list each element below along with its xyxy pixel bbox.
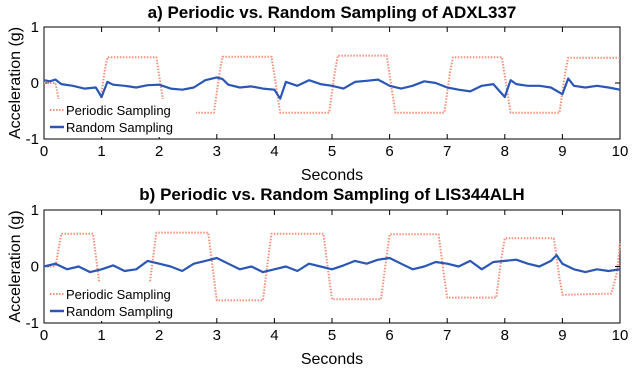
legend-label: Random Sampling bbox=[66, 120, 173, 135]
y-tick-label: 1 bbox=[31, 19, 39, 36]
legend-box bbox=[46, 283, 196, 321]
x-tick-label: 7 bbox=[443, 327, 451, 344]
series-line-random bbox=[43, 254, 621, 274]
legend: Periodic Sampling Random Sampling bbox=[46, 99, 196, 137]
legend-label: Periodic Sampling bbox=[66, 103, 171, 118]
chart-panel-0: a) Periodic vs. Random Sampling of ADXL3… bbox=[7, 3, 628, 184]
legend-label: Periodic Sampling bbox=[66, 287, 171, 302]
x-tick-label: 0 bbox=[40, 327, 48, 344]
x-tick-label: 0 bbox=[40, 143, 48, 160]
x-tick-label: 2 bbox=[155, 327, 163, 344]
legend: Periodic Sampling Random Sampling bbox=[46, 283, 196, 321]
x-tick-label: 4 bbox=[270, 143, 278, 160]
series-line-periodic bbox=[44, 231, 621, 302]
x-tick-label: 6 bbox=[385, 327, 393, 344]
x-tick-label: 2 bbox=[155, 143, 163, 160]
legend-label: Random Sampling bbox=[66, 304, 173, 319]
series-line-random bbox=[43, 76, 621, 100]
y-axis-label: Acceleration (g) bbox=[7, 27, 24, 139]
x-tick-label: 10 bbox=[612, 143, 629, 160]
y-axis-label: Acceleration (g) bbox=[7, 210, 24, 322]
y-tick-label: -1 bbox=[26, 315, 39, 332]
x-tick-label: 6 bbox=[385, 143, 393, 160]
x-tick-label: 1 bbox=[97, 143, 105, 160]
x-tick-label: 3 bbox=[213, 143, 221, 160]
y-tick-label: -1 bbox=[26, 131, 39, 148]
x-tick-label: 5 bbox=[328, 327, 336, 344]
x-tick-label: 4 bbox=[270, 327, 278, 344]
x-tick-label: 3 bbox=[213, 327, 221, 344]
x-tick-label: 5 bbox=[328, 143, 336, 160]
x-tick-label: 8 bbox=[501, 143, 509, 160]
x-tick-label: 10 bbox=[612, 327, 629, 344]
x-tick-label: 9 bbox=[558, 143, 566, 160]
y-tick-label: 0 bbox=[31, 75, 39, 92]
y-tick-label: 1 bbox=[31, 202, 39, 219]
x-tick-label: 1 bbox=[97, 327, 105, 344]
chart-title: a) Periodic vs. Random Sampling of ADXL3… bbox=[148, 3, 517, 22]
x-tick-label: 8 bbox=[501, 327, 509, 344]
x-tick-label: 9 bbox=[558, 327, 566, 344]
x-axis-label: Seconds bbox=[301, 351, 363, 368]
legend-box bbox=[46, 99, 196, 137]
series-line-periodic bbox=[44, 54, 620, 115]
chart-panel-1: b) Periodic vs. Random Sampling of LIS34… bbox=[7, 185, 628, 368]
x-tick-label: 7 bbox=[443, 143, 451, 160]
x-axis-label: Seconds bbox=[301, 167, 363, 184]
chart-title: b) Periodic vs. Random Sampling of LIS34… bbox=[139, 185, 524, 204]
y-tick-label: 0 bbox=[31, 259, 39, 276]
